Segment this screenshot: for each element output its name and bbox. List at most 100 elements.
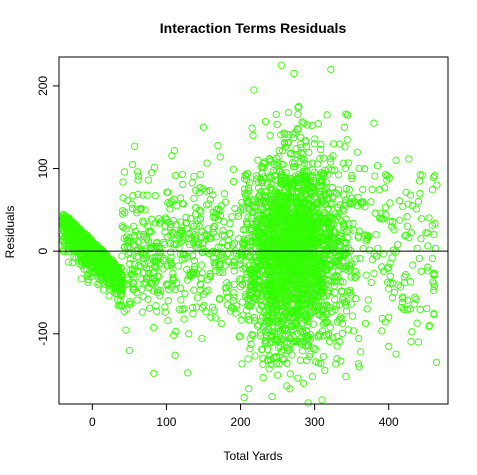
data-point	[139, 292, 147, 301]
data-point	[414, 197, 423, 206]
data-point	[321, 310, 330, 318]
data-point	[346, 246, 355, 255]
data-point	[342, 265, 350, 273]
data-point	[333, 203, 342, 212]
data-point	[161, 308, 169, 316]
data-point	[295, 325, 303, 334]
data-point	[252, 217, 260, 225]
data-point	[399, 202, 407, 211]
data-point	[272, 284, 280, 292]
data-point	[304, 160, 312, 169]
data-point	[297, 248, 305, 257]
data-point	[370, 269, 378, 278]
data-point	[304, 212, 312, 221]
data-point	[103, 255, 111, 264]
data-point	[246, 345, 254, 353]
data-point	[236, 206, 245, 214]
data-point	[266, 131, 274, 140]
data-point	[311, 275, 319, 284]
data-point	[309, 344, 317, 352]
chart-title: Interaction Terms Residuals	[160, 20, 347, 36]
data-point	[261, 117, 270, 126]
data-point	[169, 276, 177, 284]
data-point	[173, 279, 181, 287]
data-point	[254, 284, 262, 293]
data-point	[415, 177, 424, 185]
data-point	[216, 211, 225, 220]
data-point	[143, 191, 151, 199]
data-point	[123, 273, 131, 282]
data-point	[368, 185, 376, 194]
data-point	[307, 216, 315, 224]
data-point	[267, 258, 275, 266]
data-point	[177, 218, 185, 226]
data-point	[260, 196, 268, 204]
data-point	[406, 191, 415, 199]
data-point	[223, 279, 231, 287]
data-point	[281, 292, 290, 301]
data-point	[335, 171, 343, 179]
data-point	[373, 162, 382, 170]
data-point	[87, 240, 96, 248]
data-point	[147, 227, 155, 236]
y-tick-label: 200	[36, 76, 50, 96]
data-point	[186, 240, 194, 249]
data-point	[144, 176, 152, 184]
data-point	[157, 253, 165, 261]
data-point	[424, 242, 432, 250]
data-point	[407, 337, 415, 346]
data-point	[229, 249, 238, 257]
data-point	[245, 291, 253, 300]
data-point	[271, 234, 279, 242]
data-point	[238, 298, 246, 306]
data-point	[151, 278, 160, 286]
data-point	[377, 209, 385, 217]
data-point	[415, 254, 424, 263]
data-point	[304, 233, 312, 242]
data-point	[119, 210, 127, 218]
data-point	[134, 267, 142, 275]
data-point	[313, 200, 321, 209]
data-point	[288, 223, 296, 231]
data-point	[258, 178, 267, 186]
data-point	[280, 355, 288, 363]
data-point	[301, 256, 310, 265]
data-point	[284, 347, 292, 355]
data-point	[252, 257, 260, 265]
data-point	[196, 170, 204, 179]
data-point	[381, 184, 389, 192]
data-point	[129, 192, 137, 200]
data-point	[356, 254, 364, 263]
data-point	[263, 265, 271, 273]
data-point	[190, 286, 198, 294]
data-point	[359, 245, 367, 253]
data-point	[167, 197, 176, 205]
data-point	[301, 190, 310, 198]
data-point	[238, 360, 246, 368]
data-point	[326, 155, 335, 163]
data-point	[128, 160, 137, 169]
data-point	[321, 366, 329, 375]
data-point	[99, 286, 108, 294]
data-point	[88, 240, 96, 249]
data-point	[89, 257, 97, 266]
data-point	[416, 189, 424, 198]
data-point	[312, 358, 320, 366]
data-point	[401, 271, 410, 279]
data-point	[145, 228, 153, 236]
data-point	[406, 278, 415, 286]
data-point	[297, 154, 306, 163]
data-point	[94, 270, 102, 278]
data-point	[271, 267, 279, 275]
data-point	[295, 305, 304, 313]
data-point	[314, 119, 322, 128]
data-point	[164, 316, 172, 325]
data-point	[290, 338, 298, 346]
data-point	[297, 133, 305, 141]
data-point	[330, 282, 339, 290]
data-point	[306, 350, 314, 358]
data-point	[73, 229, 82, 237]
data-point	[351, 267, 360, 276]
data-point	[283, 200, 291, 208]
data-point	[349, 219, 357, 228]
